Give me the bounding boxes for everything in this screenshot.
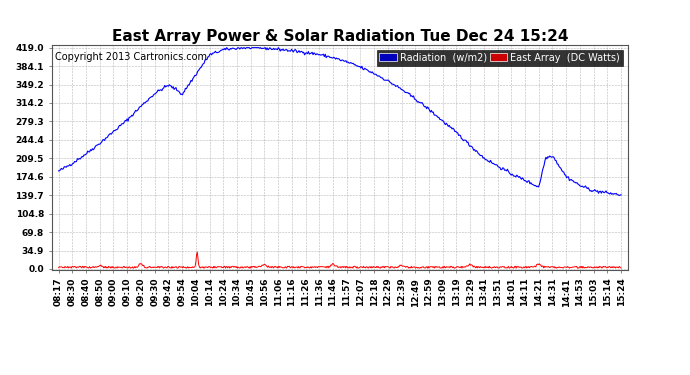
Title: East Array Power & Solar Radiation Tue Dec 24 15:24: East Array Power & Solar Radiation Tue D… bbox=[112, 29, 568, 44]
Legend: Radiation  (w/m2), East Array  (DC Watts): Radiation (w/m2), East Array (DC Watts) bbox=[377, 50, 623, 66]
Text: Copyright 2013 Cartronics.com: Copyright 2013 Cartronics.com bbox=[55, 52, 206, 62]
